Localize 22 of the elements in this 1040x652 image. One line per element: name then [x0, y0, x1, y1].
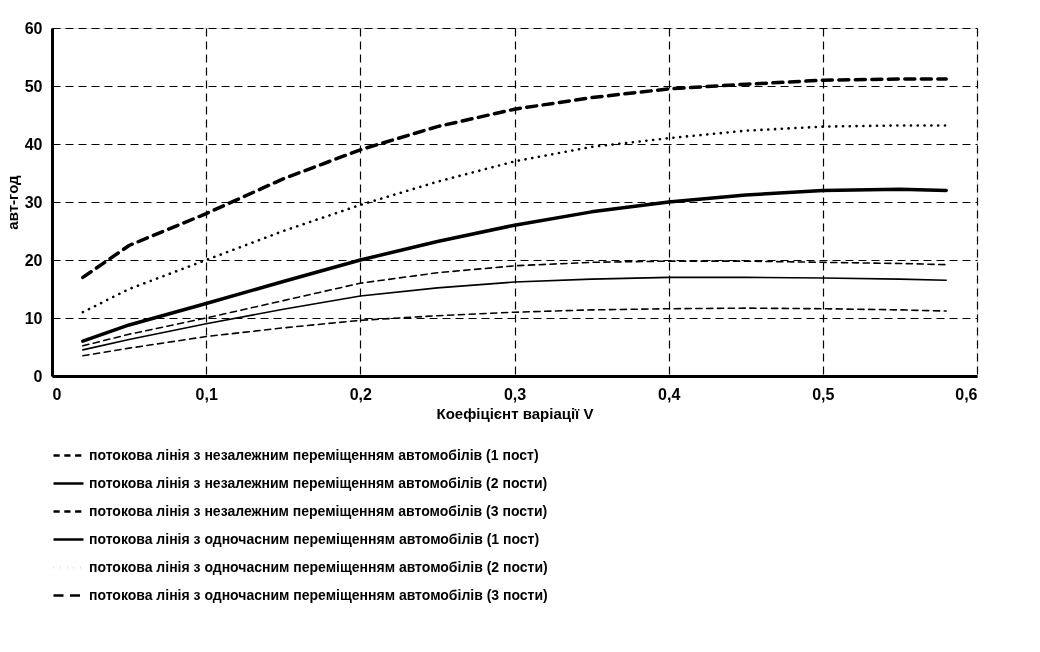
y-tick-label: 0 [33, 367, 43, 385]
x-tick-label: 0,6 [955, 385, 978, 403]
y-tick-label: 10 [24, 309, 43, 327]
legend-label: потокова лінія з одночасним переміщенням автомобілів (2 пости) [89, 558, 548, 575]
legend-label: потокова лінія з незалежним переміщенням автомобілів (2 пости) [89, 474, 548, 491]
y-tick-label: 40 [24, 135, 43, 153]
legend-label: потокова лінія з одночасним переміщенням автомобілів (3 пости) [89, 586, 548, 603]
y-tick-label: 60 [24, 19, 43, 37]
y-tick-label: 50 [24, 77, 43, 95]
x-axis-title: Коефіцієнт варіації V [436, 404, 594, 422]
y-tick-label: 20 [24, 251, 43, 269]
legend-label: потокова лінія з незалежним переміщенням автомобілів (1 пост) [89, 446, 539, 463]
x-tick-label: 0,4 [658, 385, 681, 403]
x-tick-label: 0,2 [349, 385, 373, 403]
x-tick-label: 0 [52, 385, 62, 403]
legend-label: потокова лінія з незалежним переміщенням автомобілів (3 пости) [89, 502, 548, 519]
y-tick-label: 30 [24, 193, 43, 211]
x-tick-label: 0,1 [195, 385, 218, 403]
y-axis-title: авт-год [3, 174, 21, 230]
legend-label: потокова лінія з одночасним переміщенням автомобілів (1 пост) [89, 530, 540, 547]
x-tick-label: 0,5 [812, 385, 835, 403]
x-tick-label: 0,3 [503, 385, 527, 403]
